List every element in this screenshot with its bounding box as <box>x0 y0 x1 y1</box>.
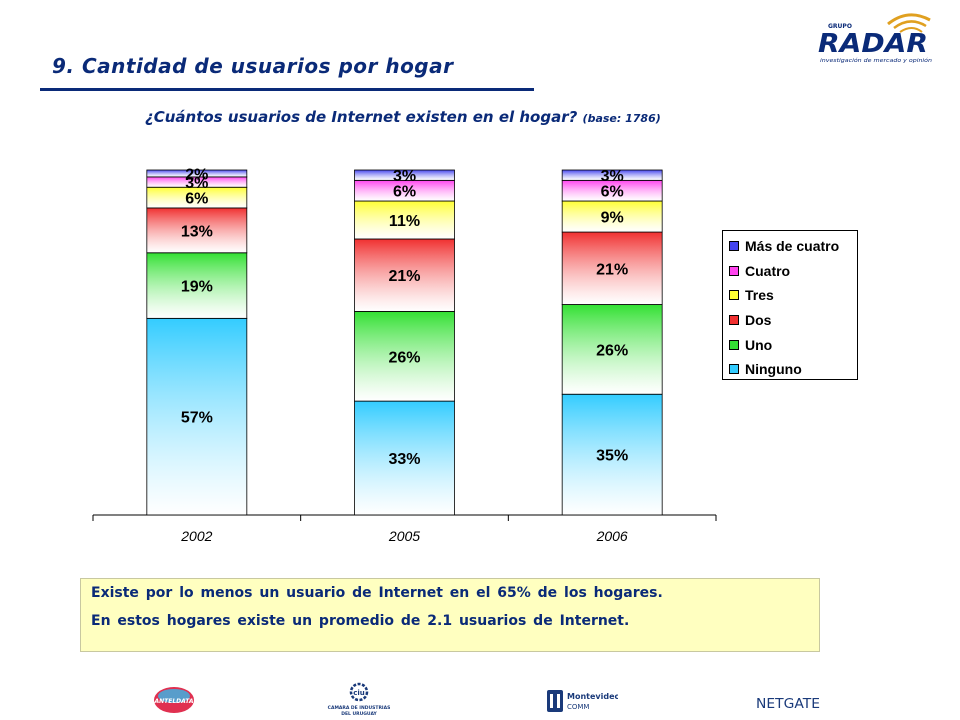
data-label: 3% <box>185 175 208 192</box>
data-label: 21% <box>596 261 628 278</box>
bar-segment-uno <box>561 304 663 395</box>
legend-swatch <box>729 265 739 276</box>
legend-item: Ninguno <box>729 357 857 382</box>
montevideo-logo-line2: COMM <box>567 703 589 711</box>
data-label: 9% <box>601 210 624 227</box>
legend-item: Cuatro <box>729 259 857 284</box>
data-label: 3% <box>601 168 624 185</box>
bar-segment-más-de-cuatro <box>354 169 455 181</box>
netgate-logo: NETGATE <box>756 697 820 712</box>
radar-logo-small-text: GRUPO <box>828 23 852 30</box>
data-label: 57% <box>181 410 213 427</box>
title-underline <box>40 88 534 91</box>
bar-segment-más-de-cuatro <box>146 169 248 178</box>
radar-logo-name: RADAR <box>818 29 928 59</box>
bar-segment-más-de-cuatro <box>561 169 663 181</box>
legend-item: Más de cuatro <box>729 234 857 259</box>
legend-label: Más de cuatro <box>745 238 840 255</box>
data-label: 6% <box>185 191 208 208</box>
anteldata-logo: ANTELDATA <box>154 687 194 713</box>
legend-label: Tres <box>745 287 774 304</box>
data-label: 6% <box>601 184 624 201</box>
camara-logo-line1: CAMARA DE INDUSTRIAS <box>328 705 391 711</box>
data-label: 26% <box>596 342 628 359</box>
summary-box: Existe por lo menos un usuario de Intern… <box>80 578 820 652</box>
radar-logo-tagline: investigación de mercado y opinión <box>820 57 933 64</box>
legend-label: Ninguno <box>745 361 802 378</box>
chart-question-base: (base: 1786) <box>582 112 661 125</box>
bar-segment-tres <box>354 200 455 240</box>
x-tick-label: 2005 <box>388 528 420 544</box>
montevideo-comm-logo: Montevideo COMM <box>547 690 618 712</box>
data-label: 33% <box>388 451 420 468</box>
legend-item: Uno <box>729 332 857 357</box>
data-label: 21% <box>388 268 420 285</box>
camara-logo-line2: DEL URUGUAY <box>341 711 377 717</box>
data-label: 3% <box>393 168 416 185</box>
legend-swatch <box>729 290 739 301</box>
data-label: 11% <box>389 213 420 230</box>
legend-swatch <box>729 315 739 326</box>
x-tick-label: 2006 <box>596 528 628 544</box>
netgate-logo-text: NETGATE <box>756 697 820 712</box>
bar-segment-ninguno <box>354 400 455 516</box>
chart-question: ¿Cuántos usuarios de Internet existen en… <box>145 108 661 126</box>
summary-line-1: Existe por lo menos un usuario de Intern… <box>91 585 663 601</box>
legend-swatch <box>729 364 739 375</box>
montevideo-logo-line1: Montevideo <box>567 692 618 701</box>
legend-swatch <box>729 241 739 252</box>
legend-item: Tres <box>729 283 857 308</box>
camara-logo-mark: ciu <box>353 689 365 697</box>
bar-segment-ninguno <box>561 393 663 516</box>
bar-segment-uno <box>146 252 248 319</box>
bar-segment-dos <box>561 231 663 305</box>
chart-question-text: ¿Cuántos usuarios de Internet existen en… <box>145 108 578 126</box>
chart-legend: Más de cuatro Cuatro Tres Dos Uno Ninguno <box>722 230 858 380</box>
data-label: 6% <box>393 184 416 201</box>
legend-label: Uno <box>745 336 773 353</box>
data-label: 13% <box>181 223 213 240</box>
legend-label: Dos <box>745 312 772 329</box>
legend-label: Cuatro <box>745 262 791 279</box>
data-label: 19% <box>181 279 213 296</box>
bar-segment-uno <box>354 311 455 402</box>
data-label: 26% <box>388 349 420 366</box>
legend-swatch <box>729 339 739 350</box>
bar-segment-ninguno <box>146 317 248 516</box>
camara-industrias-logo: ciu CAMARA DE INDUSTRIAS DEL URUGUAY <box>328 682 391 717</box>
bar-segment-dos <box>354 238 455 312</box>
stacked-bar-chart: 57%19%13%6%3%2%200233%26%21%11%6%3%20053… <box>92 166 717 544</box>
legend-item: Dos <box>729 308 857 333</box>
page-title: 9. Cantidad de usuarios por hogar <box>52 54 454 78</box>
radar-logo: GRUPO RADAR investigación de mercado y o… <box>818 13 933 64</box>
anteldata-logo-text: ANTELDATA <box>154 698 194 705</box>
data-label: 35% <box>596 448 628 465</box>
data-label: 2% <box>185 166 208 183</box>
bar-segment-dos <box>146 207 248 254</box>
x-tick-label: 2002 <box>180 528 212 544</box>
summary-line-2: En estos hogares existe un promedio de 2… <box>91 613 630 629</box>
